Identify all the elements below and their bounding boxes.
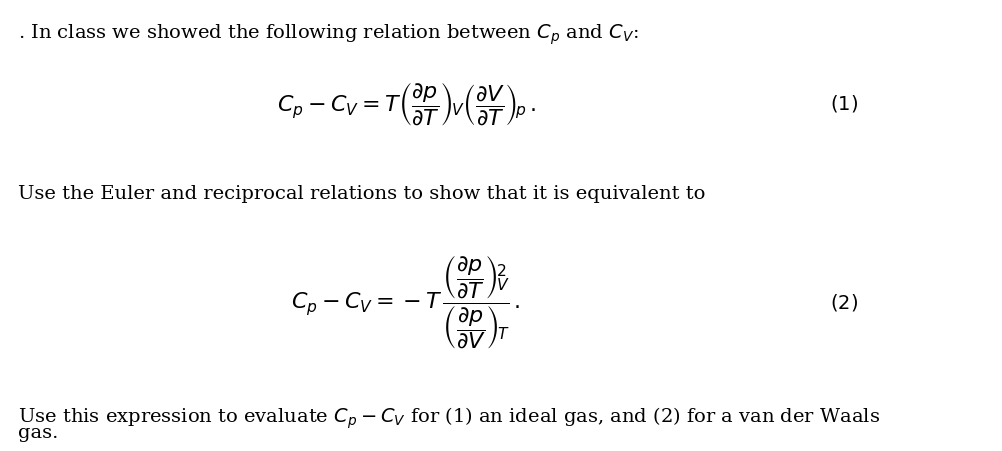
Text: Use this expression to evaluate $C_p - C_V$ for (1) an ideal gas, and (2) for a : Use this expression to evaluate $C_p - C…: [18, 406, 879, 432]
Text: gas.: gas.: [18, 424, 58, 442]
Text: $C_p - C_V = -T\,\dfrac{\left(\dfrac{\partial p}{\partial T}\right)_{\!V}^{\!2}}: $C_p - C_V = -T\,\dfrac{\left(\dfrac{\pa…: [292, 253, 520, 351]
Text: $C_p - C_V = T\left(\dfrac{\partial p}{\partial T}\right)_{\!V}\left(\dfrac{\par: $C_p - C_V = T\left(\dfrac{\partial p}{\…: [277, 80, 535, 127]
Text: Use the Euler and reciprocal relations to show that it is equivalent to: Use the Euler and reciprocal relations t…: [18, 185, 704, 203]
Text: $(2)$: $(2)$: [829, 292, 857, 313]
Text: . In class we showed the following relation between $C_p$ and $C_V$:: . In class we showed the following relat…: [18, 23, 638, 47]
Text: $(1)$: $(1)$: [829, 93, 857, 114]
